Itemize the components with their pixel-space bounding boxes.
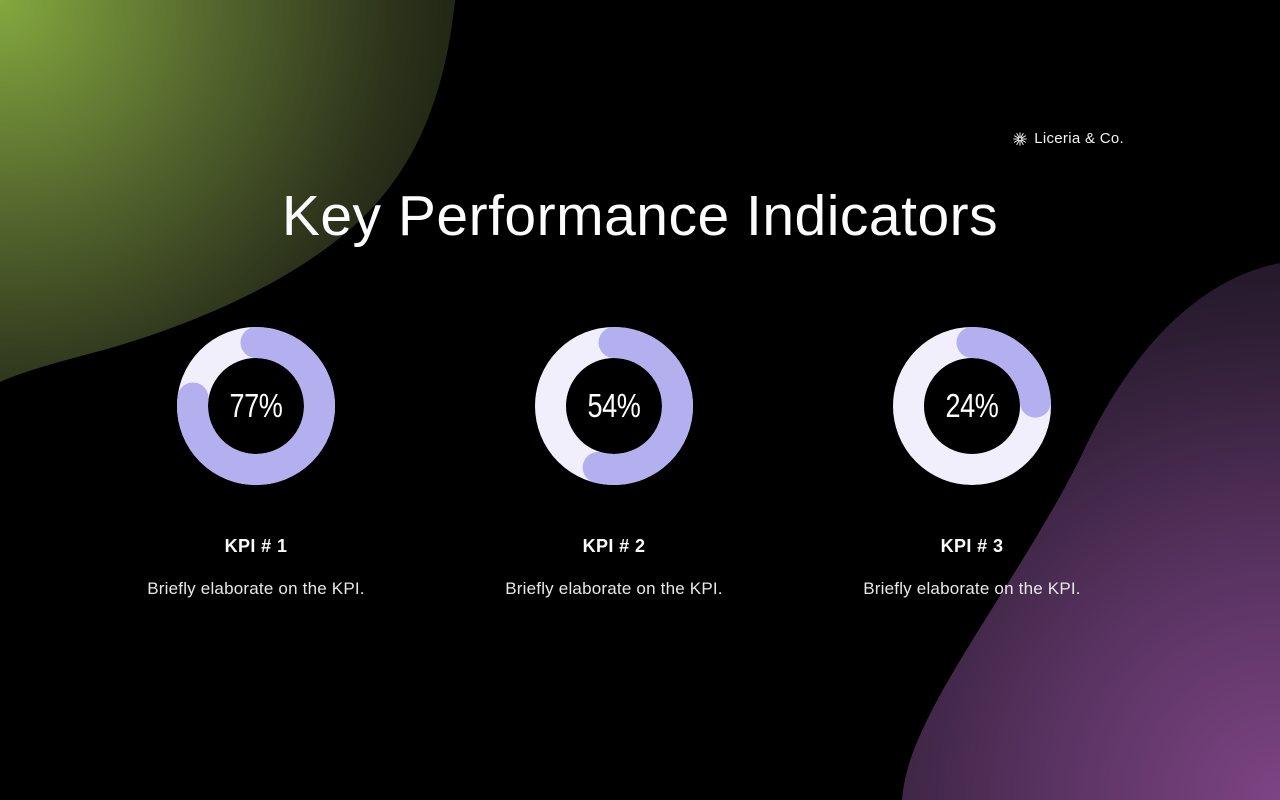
page-title: Key Performance Indicators — [281, 184, 999, 248]
donut-progress-arc — [535, 327, 693, 485]
kpi-card-3: 24% KPI # 3 Briefly elaborate on the KPI… — [793, 326, 1151, 599]
starburst-icon — [1013, 131, 1028, 146]
donut-hole — [208, 358, 304, 454]
brand-name: Liceria & Co. — [1034, 130, 1124, 147]
kpi-row: 77% KPI # 1 Briefly elaborate on the KPI… — [77, 326, 1151, 599]
green-blob — [0, 0, 455, 382]
kpi-card-1: 77% KPI # 1 Briefly elaborate on the KPI… — [77, 326, 435, 599]
kpi-card-2: 54% KPI # 2 Briefly elaborate on the KPI… — [435, 326, 793, 599]
donut-hole — [566, 358, 662, 454]
kpi-description: Briefly elaborate on the KPI. — [863, 579, 1081, 598]
brand-logo: Liceria & Co. — [1013, 130, 1124, 147]
purple-blob — [902, 263, 1280, 800]
donut-hole — [924, 358, 1020, 454]
kpi-description: Briefly elaborate on the KPI. — [147, 579, 365, 598]
kpi-title: KPI # 3 — [940, 536, 1004, 556]
kpi-percent-value: 24% — [945, 387, 999, 424]
donut-progress-arc — [893, 327, 1051, 485]
kpi-donut-chart-2: 54% — [534, 326, 694, 486]
kpi-title: KPI # 1 — [224, 536, 288, 556]
kpi-title: KPI # 2 — [582, 536, 646, 556]
kpi-percent-value: 77% — [229, 387, 283, 424]
kpi-donut-chart-3: 24% — [892, 326, 1052, 486]
kpi-donut-chart-1: 77% — [176, 326, 336, 486]
donut-progress-arc — [177, 327, 335, 485]
kpi-description: Briefly elaborate on the KPI. — [505, 579, 723, 598]
kpi-percent-value: 54% — [587, 387, 641, 424]
